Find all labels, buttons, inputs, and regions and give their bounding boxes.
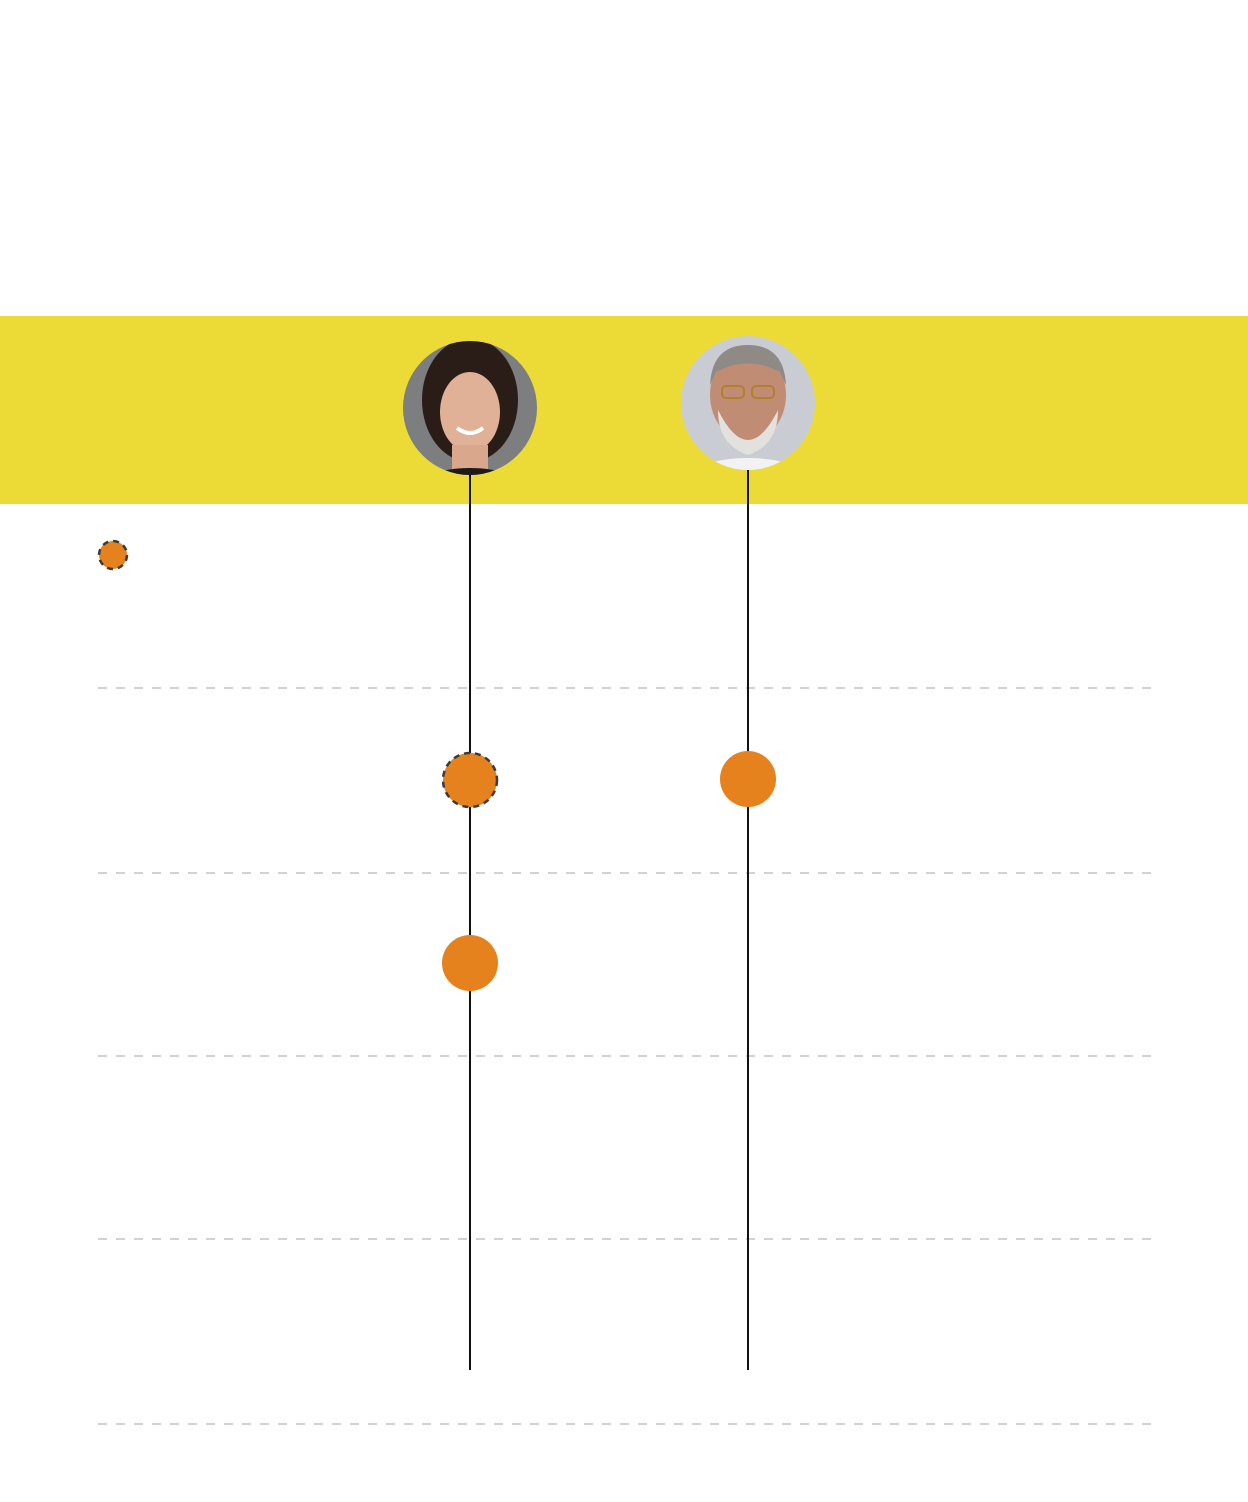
event-dot <box>442 935 498 991</box>
portrait <box>403 341 537 475</box>
event-dot <box>720 751 776 807</box>
header-band <box>0 316 1248 504</box>
event-dot <box>441 751 499 809</box>
legend-dot <box>97 539 129 571</box>
